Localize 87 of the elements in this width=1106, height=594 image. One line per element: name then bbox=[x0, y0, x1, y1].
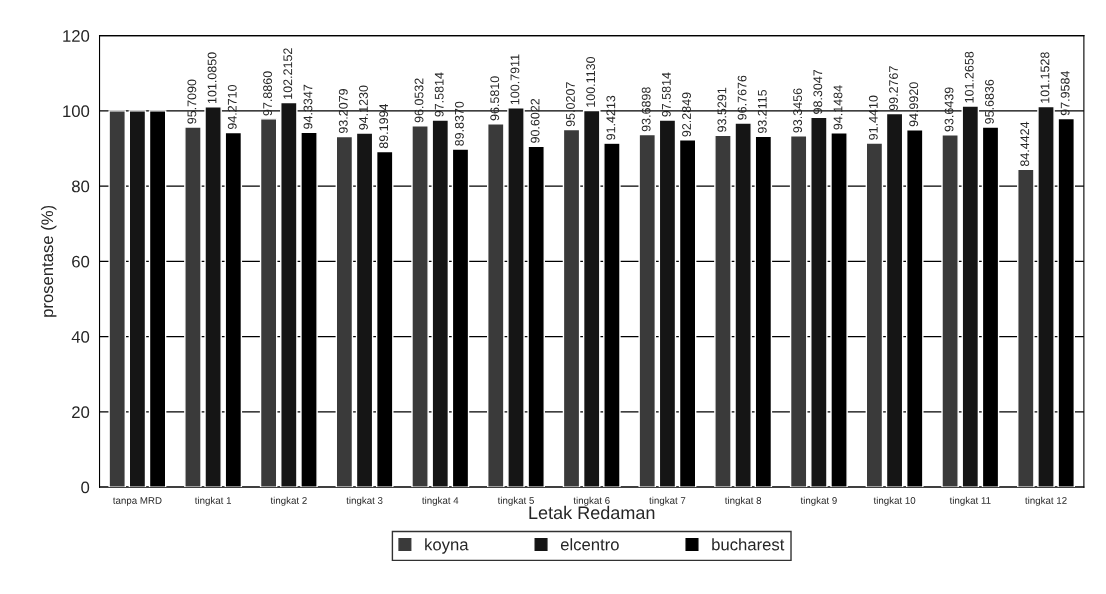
data-label: 91.4410 bbox=[868, 95, 878, 140]
x-axis-title: Letak Redaman bbox=[529, 505, 655, 520]
bar bbox=[941, 134, 959, 488]
bar bbox=[658, 119, 677, 488]
data-label: 91.4213 bbox=[606, 95, 616, 140]
data-label: 93.2115 bbox=[757, 89, 767, 134]
x-tick-label: tanpa MRD bbox=[112, 497, 162, 506]
bar bbox=[865, 142, 884, 488]
data-label: 89.8370 bbox=[454, 101, 464, 146]
data-label: 98.3047 bbox=[813, 69, 823, 114]
data-label: 96.0532 bbox=[414, 78, 424, 123]
data-label: 94.2710 bbox=[227, 84, 237, 130]
data-label: 93.6898 bbox=[641, 87, 651, 132]
bar bbox=[204, 106, 222, 488]
y-tick-label: 100 bbox=[63, 105, 90, 118]
y-tick-label: 40 bbox=[71, 331, 90, 343]
bar bbox=[562, 128, 581, 488]
data-label: 94.3347 bbox=[303, 84, 313, 129]
x-tick-label: tingkat 9 bbox=[800, 496, 837, 506]
data-label: 92.2849 bbox=[682, 92, 691, 137]
bar bbox=[108, 110, 126, 488]
bar bbox=[355, 132, 374, 488]
bar bbox=[734, 122, 752, 488]
x-tick-label: tingkat 6 bbox=[573, 496, 610, 506]
y-tick-label: 120 bbox=[63, 30, 90, 42]
bar bbox=[411, 125, 429, 488]
y-tick-label: 0 bbox=[81, 481, 90, 494]
legend-label: bucharest bbox=[712, 538, 785, 551]
bar bbox=[280, 101, 298, 488]
data-label: 84.4424 bbox=[1020, 121, 1030, 167]
x-tick-label: tingkat 4 bbox=[422, 496, 459, 506]
x-tick-label: tingkat 12 bbox=[1025, 496, 1067, 506]
bar bbox=[335, 135, 354, 488]
data-label: 96.7676 bbox=[737, 75, 747, 120]
data-label: 95.6836 bbox=[985, 79, 994, 124]
bar bbox=[128, 110, 147, 488]
data-label: 102.2152 bbox=[283, 48, 293, 99]
y-tick-label: 60 bbox=[72, 255, 90, 268]
data-label: 94.1484 bbox=[833, 85, 843, 130]
bar bbox=[431, 119, 450, 488]
bar bbox=[638, 133, 657, 488]
bar bbox=[885, 112, 904, 488]
bar bbox=[810, 116, 828, 488]
data-label: 94.1230 bbox=[359, 85, 368, 130]
data-label: 100.1130 bbox=[586, 56, 596, 107]
data-label: 101.2658 bbox=[964, 51, 974, 103]
x-tick-label: tingkat 10 bbox=[873, 496, 916, 506]
data-label: 94.9920 bbox=[909, 82, 919, 127]
y-tick-label: 80 bbox=[72, 180, 90, 193]
y-tick-label: 20 bbox=[72, 406, 90, 419]
bar bbox=[582, 109, 601, 488]
data-label: 93.2079 bbox=[338, 89, 348, 134]
data-label: 101.1528 bbox=[1040, 52, 1050, 103]
bar bbox=[507, 107, 525, 488]
legend-label: elcentro bbox=[560, 538, 619, 551]
x-tick-label: tingkat 1 bbox=[194, 496, 232, 506]
bar bbox=[789, 135, 808, 488]
bar bbox=[714, 134, 732, 488]
bar bbox=[1037, 105, 1055, 488]
x-tick-label: tingkat 7 bbox=[649, 496, 686, 506]
data-label: 93.5291 bbox=[717, 87, 727, 132]
y-axis-title: prosentase (%) bbox=[40, 205, 57, 317]
data-label: 97.8860 bbox=[263, 71, 272, 116]
bar bbox=[961, 105, 980, 488]
x-tick-label: tingkat 8 bbox=[724, 496, 762, 506]
data-label: 97.9584 bbox=[1060, 70, 1070, 116]
x-tick-label: tingkat 5 bbox=[497, 496, 534, 506]
legend-label: koyna bbox=[425, 538, 469, 554]
bar bbox=[487, 123, 505, 488]
data-label: 101.0850 bbox=[207, 52, 217, 104]
x-tick-label: tingkat 11 bbox=[949, 496, 991, 506]
data-label: 93.6439 bbox=[944, 87, 954, 132]
data-label: 93.3456 bbox=[793, 88, 803, 133]
data-label: 97.5814 bbox=[661, 72, 671, 117]
data-label: 95.0207 bbox=[566, 82, 575, 127]
data-label: 97.5814 bbox=[434, 72, 444, 117]
data-label: 100.7911 bbox=[510, 54, 520, 105]
x-tick-label: tingkat 2 bbox=[270, 496, 307, 506]
data-label: 96.5810 bbox=[490, 76, 500, 121]
bar bbox=[259, 118, 278, 488]
x-tick-label: tingkat 3 bbox=[346, 496, 383, 506]
bar bbox=[184, 126, 202, 488]
data-label: 89.1994 bbox=[379, 103, 389, 149]
data-label: 90.6022 bbox=[530, 98, 540, 143]
bar bbox=[1017, 168, 1035, 488]
data-label: 99.2767 bbox=[889, 66, 898, 111]
data-label: 95.7090 bbox=[187, 79, 197, 124]
